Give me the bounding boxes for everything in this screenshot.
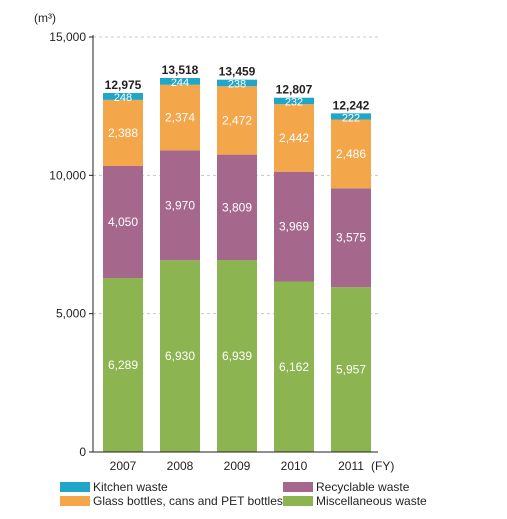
bar-segment (331, 287, 371, 452)
x-tick-label: 2007 (110, 459, 137, 473)
bar-segment (274, 97, 314, 105)
data-label: 232 (285, 97, 303, 109)
y-tick-label: 15,000 (49, 30, 86, 44)
data-label: 3,809 (222, 200, 252, 214)
data-label: 6,162 (279, 360, 309, 374)
legend-label-miscellaneous-waste: Miscellaneous waste (316, 494, 427, 508)
x-tick-label: 2010 (281, 459, 308, 473)
bar-segment (274, 171, 314, 282)
bar-segment (274, 104, 314, 172)
bar-segment (103, 165, 143, 279)
data-label: 248 (114, 92, 132, 104)
data-label: 2,486 (336, 147, 366, 161)
data-label: 6,289 (108, 358, 138, 372)
bar-segment (274, 281, 314, 452)
x-tick-label: 2008 (167, 459, 194, 473)
legend-swatch-miscellaneous-waste (283, 496, 313, 506)
legend-swatch-recyclable-waste (283, 482, 313, 492)
data-label: 3,970 (165, 198, 195, 212)
data-label: 4,050 (108, 215, 138, 229)
data-label: 244 (171, 77, 189, 89)
legend-item-glass-bottles: Glass bottles, cans and PET bottles (60, 494, 283, 508)
data-label: 238 (228, 79, 246, 91)
x-tick-label: 2009 (224, 459, 251, 473)
data-label: 222 (342, 112, 360, 124)
bar-segment (160, 84, 200, 151)
total-label: 12,807 (276, 83, 313, 97)
data-label: 2,388 (108, 126, 138, 140)
legend-label-glass-bottles: Glass bottles, cans and PET bottles (93, 494, 283, 508)
total-label: 12,975 (105, 78, 142, 92)
data-label: 3,575 (336, 231, 366, 245)
bar-segment (160, 260, 200, 452)
data-label: 2,442 (279, 131, 309, 145)
legend-label-recyclable-waste: Recyclable waste (316, 480, 410, 494)
bar-segment (103, 99, 143, 166)
y-axis-unit: (m³) (34, 11, 56, 25)
legend-item-kitchen-waste: Kitchen waste (60, 480, 168, 494)
y-tick-label: 5,000 (56, 307, 86, 321)
data-label: 3,969 (279, 220, 309, 234)
bar-segment (160, 78, 200, 85)
x-tick-label: 2011 (338, 459, 364, 473)
bar-segment (217, 154, 257, 261)
total-label: 12,242 (333, 98, 370, 112)
bar-segment (103, 93, 143, 100)
data-label: 5,957 (336, 363, 366, 377)
total-label: 13,518 (162, 63, 199, 77)
bar-segment (331, 119, 371, 189)
legend-swatch-kitchen-waste (60, 482, 90, 492)
bar-segment (217, 79, 257, 87)
bar-segment (160, 150, 200, 261)
legend-item-recyclable-waste: Recyclable waste (283, 480, 409, 494)
bar-segment (217, 86, 257, 155)
legend-swatch-glass-bottles (60, 496, 90, 506)
y-tick-label: 0 (79, 445, 86, 459)
legend-item-miscellaneous-waste: Miscellaneous waste (283, 494, 427, 508)
data-label: 2,374 (165, 111, 195, 125)
total-label: 13,459 (219, 65, 256, 79)
data-label: 6,939 (222, 349, 252, 363)
bar-segment (331, 113, 371, 120)
data-label: 6,930 (165, 349, 195, 363)
bar-segment (103, 278, 143, 452)
bar-segment (217, 260, 257, 452)
axes: 0 5,000 10,000 15,000 2007 2008 2009 2010 2011 (F… (49, 30, 394, 473)
data-label: 2,472 (222, 113, 252, 127)
bars (103, 78, 371, 452)
legend-label-kitchen-waste: Kitchen waste (93, 480, 168, 494)
x-axis-unit: (FY) (371, 459, 394, 473)
bar-segment (331, 188, 371, 288)
y-tick-label: 10,000 (49, 168, 86, 182)
